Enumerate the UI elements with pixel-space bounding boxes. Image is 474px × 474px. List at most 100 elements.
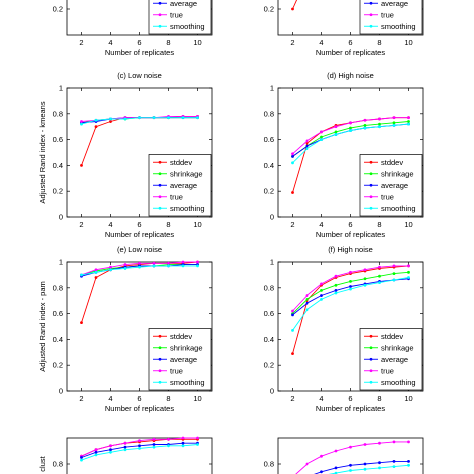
data-point — [181, 116, 185, 120]
x-tick-label: 6 — [348, 220, 352, 229]
panel-g: (g) Low noise 0.8 clust — [38, 436, 213, 474]
data-point — [378, 117, 381, 121]
y-tick-label: 0.8 — [264, 283, 274, 292]
series-line-3 — [80, 443, 199, 462]
chart-title: (d) High noise — [327, 71, 374, 80]
x-tick-label: 8 — [377, 394, 381, 403]
data-point — [123, 441, 127, 445]
data-point — [291, 352, 294, 355]
data-point — [349, 463, 352, 467]
legend-label: smoothing — [170, 22, 205, 31]
chart-title: (e) Low noise — [117, 245, 162, 254]
data-point — [123, 263, 127, 266]
data-point — [334, 291, 338, 295]
data-point — [152, 261, 156, 265]
panel-c: (c) Low noise 2 4 6 8 10 0 0.2 0.4 0.6 0.8 1 Number … — [38, 71, 213, 239]
data-point — [378, 274, 381, 278]
data-point — [349, 285, 352, 288]
data-point — [407, 276, 410, 279]
series-line-0 — [295, 440, 410, 474]
legend-marker — [158, 24, 162, 28]
data-point — [407, 463, 410, 467]
data-point — [349, 279, 352, 283]
series-smoothing — [80, 116, 199, 126]
data-point — [196, 264, 199, 268]
y-tick-label: 1 — [59, 258, 63, 267]
y-axis-label: clust — [38, 455, 47, 471]
data-point — [291, 313, 294, 317]
chart-title: (c) Low noise — [117, 71, 162, 80]
panel-d: (d) High noise 2 4 6 8 10 0 0.2 0.4 0.6 0.8 1 Number… — [264, 71, 424, 239]
series-line — [81, 261, 198, 323]
data-point — [392, 116, 396, 120]
y-axis-label: Adjusted Rand index - kmeans — [38, 101, 47, 203]
data-point — [305, 144, 309, 148]
y-tick-label: 0 — [59, 213, 63, 222]
data-point — [320, 294, 323, 297]
panel-h: (h) High noise 0.8 — [264, 421, 424, 474]
axes-box — [277, 437, 424, 474]
x-tick-label: 4 — [108, 394, 112, 403]
y-tick-label: 0.8 — [53, 460, 63, 469]
data-point — [94, 118, 98, 122]
legend-marker — [158, 172, 162, 176]
panel-e: (e) Low noise 2 4 6 8 10 0 0.2 0.4 0.6 0.8 1 Number … — [38, 245, 213, 413]
legend-label: average — [170, 355, 197, 364]
y-tick-label: 0.8 — [53, 283, 63, 292]
legend-marker — [369, 369, 373, 373]
data-point — [407, 120, 410, 123]
data-point — [167, 264, 170, 268]
data-point — [378, 441, 381, 445]
x-tick-label: 2 — [290, 220, 294, 229]
legend-marker — [369, 1, 373, 5]
data-point — [80, 456, 83, 459]
legend-marker — [158, 1, 162, 5]
y-tick-label: 0.6 — [53, 309, 63, 318]
data-point — [320, 135, 323, 139]
data-point — [152, 445, 156, 449]
data-point — [291, 191, 294, 194]
data-point — [181, 264, 185, 268]
data-point — [363, 124, 367, 127]
data-point — [94, 453, 98, 457]
y-tick-label: 0.6 — [264, 135, 274, 144]
x-tick-label: 10 — [193, 220, 201, 229]
x-tick-label: 4 — [108, 220, 112, 229]
x-tick-label: 8 — [377, 220, 381, 229]
legend-marker — [369, 346, 373, 350]
legend-label: average — [170, 0, 197, 8]
series-true — [80, 260, 199, 277]
legend-label: smoothing — [381, 378, 416, 387]
data-point — [80, 458, 83, 462]
data-point — [181, 436, 185, 440]
legend-marker — [369, 183, 373, 187]
legend-marker — [158, 380, 162, 384]
series-true — [291, 264, 410, 313]
data-point — [138, 265, 141, 269]
x-tick-label: 2 — [290, 394, 294, 403]
y-axis-label: Adjusted Rand index - pam — [38, 281, 47, 371]
y-tick-label: 0.2 — [264, 5, 274, 14]
data-point — [392, 272, 396, 276]
x-tick-label: 2 — [79, 220, 83, 229]
chart-title: (h) High noise — [327, 421, 374, 430]
legend-box — [148, 0, 212, 35]
x-tick-label: 8 — [166, 220, 170, 229]
data-point — [392, 121, 396, 125]
x-tick-label: 6 — [348, 394, 352, 403]
data-point — [123, 267, 127, 270]
legend-marker — [369, 13, 373, 17]
data-point — [334, 471, 338, 474]
data-point — [392, 278, 396, 282]
data-point — [138, 447, 141, 450]
data-point — [138, 116, 141, 120]
x-tick-label: 10 — [193, 38, 201, 47]
data-point — [378, 265, 381, 269]
data-point — [320, 282, 323, 286]
data-point — [305, 142, 309, 145]
legend-label: shrinkage — [170, 343, 203, 352]
legend-box — [359, 0, 423, 35]
legend-marker — [369, 380, 373, 384]
data-point — [334, 133, 338, 136]
data-point — [152, 116, 156, 120]
